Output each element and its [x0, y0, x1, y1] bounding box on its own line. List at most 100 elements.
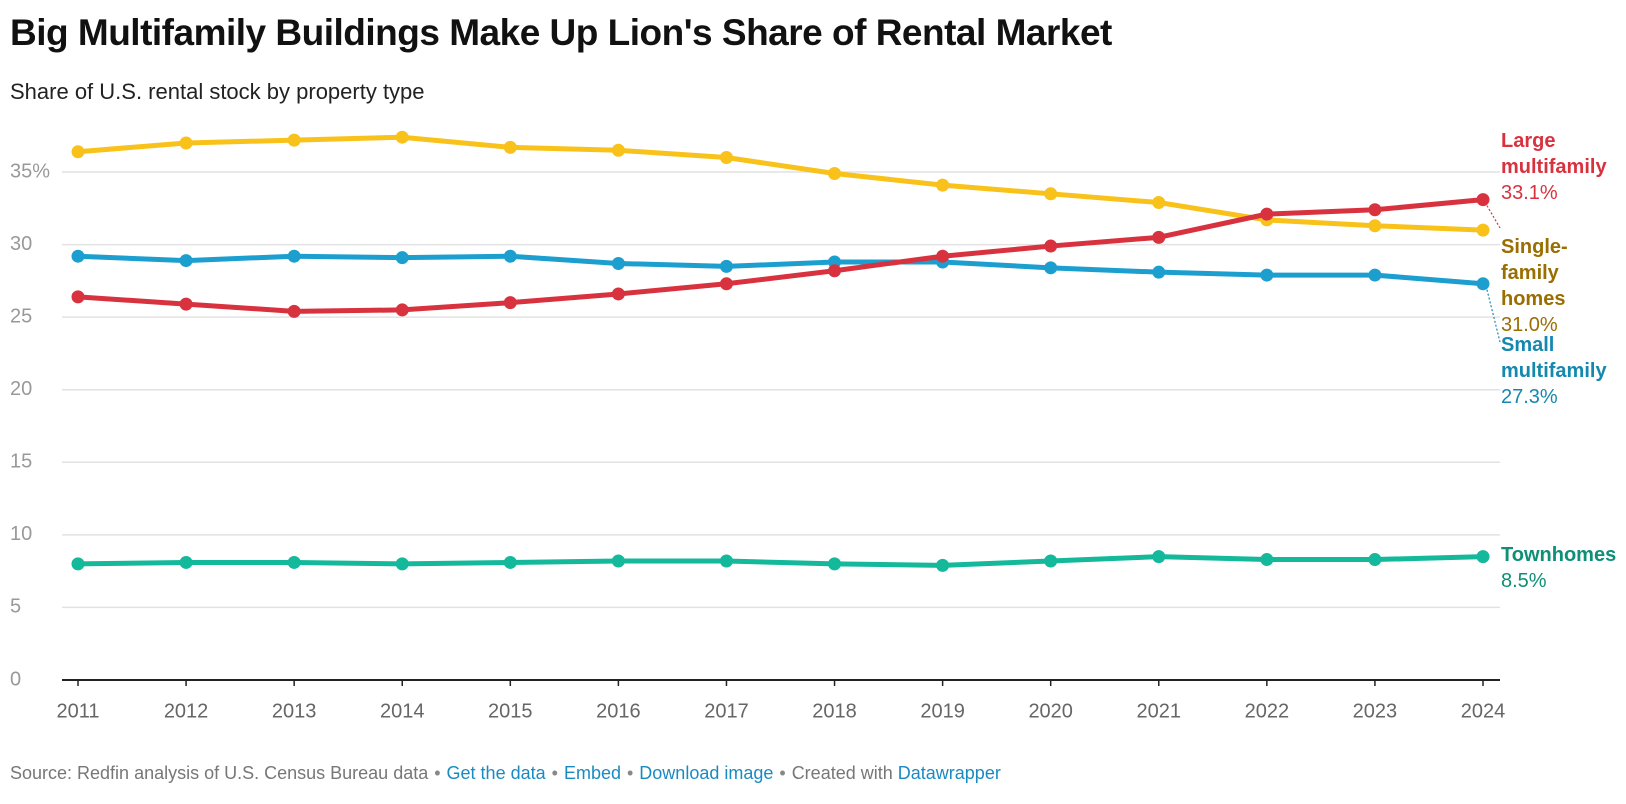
link[interactable]: Embed: [563, 763, 621, 783]
end-label: Townhomes 8.5%: [1501, 542, 1623, 594]
point: [287, 133, 301, 147]
point: [179, 555, 193, 569]
series-line: [77, 197, 1484, 314]
separator: [546, 763, 564, 783]
point: [71, 290, 85, 304]
point: [1476, 277, 1490, 291]
series-name: Small multifamily: [1501, 334, 1607, 382]
point: [395, 557, 409, 571]
point: [936, 178, 950, 192]
series-name: Large multifamily: [1501, 130, 1607, 178]
point: [1152, 265, 1166, 279]
series-name: Single-family homes: [1501, 236, 1568, 310]
connector: [1486, 289, 1501, 343]
point: [1152, 550, 1166, 564]
x-tick-label: 2023: [1353, 700, 1398, 722]
point: [395, 303, 409, 317]
value-label: 31.0%: [1501, 314, 1558, 336]
point: [1368, 219, 1382, 233]
y-tick-label: 20: [10, 378, 32, 400]
series-line: [77, 554, 1484, 568]
y-tick-label: 10: [10, 523, 32, 545]
point: [287, 249, 301, 263]
link[interactable]: Datawrapper: [897, 763, 1001, 783]
point: [611, 287, 625, 301]
point: [1368, 268, 1382, 282]
point: [1368, 203, 1382, 217]
point: [287, 304, 301, 318]
point: [828, 264, 842, 278]
point: [611, 554, 625, 568]
point: [503, 555, 517, 569]
footer: Source: Redfin analysis of U.S. Census B…: [10, 763, 1001, 784]
point: [503, 249, 517, 263]
point: [1368, 553, 1382, 567]
point: [936, 249, 950, 263]
point: [71, 557, 85, 571]
point: [1260, 207, 1274, 221]
x-tick-label: 2017: [704, 700, 749, 722]
point: [611, 256, 625, 270]
point: [1152, 230, 1166, 244]
y-tick-label: 25: [10, 305, 32, 327]
y-tick-label: 0: [10, 668, 21, 690]
link[interactable]: Download image: [639, 763, 774, 783]
end-label: Single-family homes 31.0%: [1501, 234, 1623, 338]
value-label: 27.3%: [1501, 386, 1558, 408]
chart-title: Big Multifamily Buildings Make Up Lion's…: [10, 12, 1112, 53]
series-name: Townhomes: [1501, 544, 1617, 566]
point: [1476, 193, 1490, 207]
point: [719, 554, 733, 568]
point: [287, 555, 301, 569]
y-tick-label: 15: [10, 451, 32, 473]
link[interactable]: Get the data: [446, 763, 546, 783]
point: [1044, 239, 1058, 253]
point: [828, 557, 842, 571]
point: [1152, 196, 1166, 210]
point: [1044, 261, 1058, 275]
point: [395, 251, 409, 265]
x-tick-label: 2022: [1245, 700, 1290, 722]
point: [179, 297, 193, 311]
x-tick-label: 2013: [272, 700, 317, 722]
point: [503, 140, 517, 154]
value-label: 33.1%: [1501, 182, 1558, 204]
end-label: Small multifamily 27.3%: [1501, 332, 1623, 410]
point: [1260, 268, 1274, 282]
y-tick-label: 35%: [10, 160, 50, 182]
x-tick-label: 2016: [596, 700, 641, 722]
point: [1044, 554, 1058, 568]
point: [1476, 550, 1490, 564]
point: [719, 151, 733, 165]
connector: [1486, 205, 1501, 229]
y-tick-label: 5: [10, 596, 21, 618]
chart-subtitle: Share of U.S. rental stock by property t…: [10, 79, 425, 104]
point: [179, 136, 193, 150]
x-tick-label: 2020: [1028, 700, 1073, 722]
separator: [773, 763, 791, 783]
point: [1044, 187, 1058, 201]
point: [1260, 553, 1274, 567]
point: [611, 143, 625, 157]
point: [719, 277, 733, 291]
chart: 0 5 10 15 20 25 30 35% 2011 2012 2013 2014 2015 2016 2…: [10, 130, 1505, 722]
point: [179, 254, 193, 268]
separator: [621, 763, 639, 783]
point: [936, 558, 950, 572]
end-label: Large multifamily 33.1%: [1501, 128, 1623, 206]
point: [1476, 223, 1490, 237]
created: Created with: [791, 763, 893, 783]
x-tick-label: 2019: [920, 700, 965, 722]
x-tick-label: 2018: [812, 700, 857, 722]
x-tick-label: 2021: [1137, 700, 1182, 722]
x-tick-label: 2015: [488, 700, 533, 722]
point: [828, 166, 842, 180]
point: [71, 145, 85, 159]
source: Source: Redfin analysis of U.S. Census B…: [10, 763, 429, 783]
x-tick-label: 2012: [164, 700, 209, 722]
point: [395, 130, 409, 144]
point: [719, 259, 733, 273]
point: [503, 296, 517, 310]
y-tick-label: 30: [10, 233, 32, 255]
